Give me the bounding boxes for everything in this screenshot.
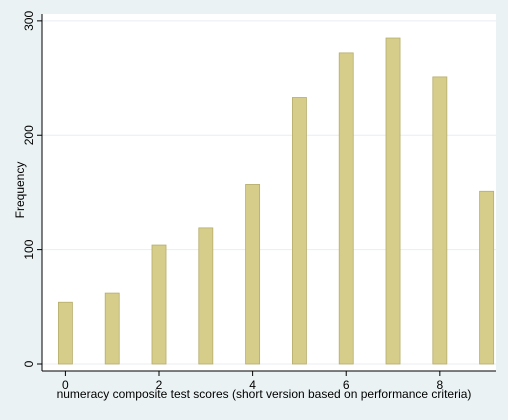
y-tick-label: 0 (22, 360, 36, 367)
bar (338, 52, 354, 365)
bar (57, 301, 73, 365)
bar (151, 244, 167, 365)
bar (385, 37, 401, 365)
bar (479, 190, 495, 365)
x-tick-label: 2 (156, 378, 163, 392)
x-tick-label: 8 (436, 378, 443, 392)
y-axis-label: Frequency (13, 162, 27, 219)
bar (245, 184, 261, 365)
x-tick-label: 6 (343, 378, 350, 392)
y-tick-label: 300 (22, 11, 36, 31)
x-tick-label: 0 (62, 378, 69, 392)
bar (432, 76, 448, 365)
x-axis-label: numeracy composite test scores (short ve… (57, 387, 472, 401)
x-tick-label: 4 (249, 378, 256, 392)
bar (292, 97, 307, 365)
bar (104, 292, 120, 365)
y-tick-label: 100 (22, 239, 36, 259)
y-tick-label: 200 (22, 125, 36, 145)
bar (198, 227, 214, 365)
